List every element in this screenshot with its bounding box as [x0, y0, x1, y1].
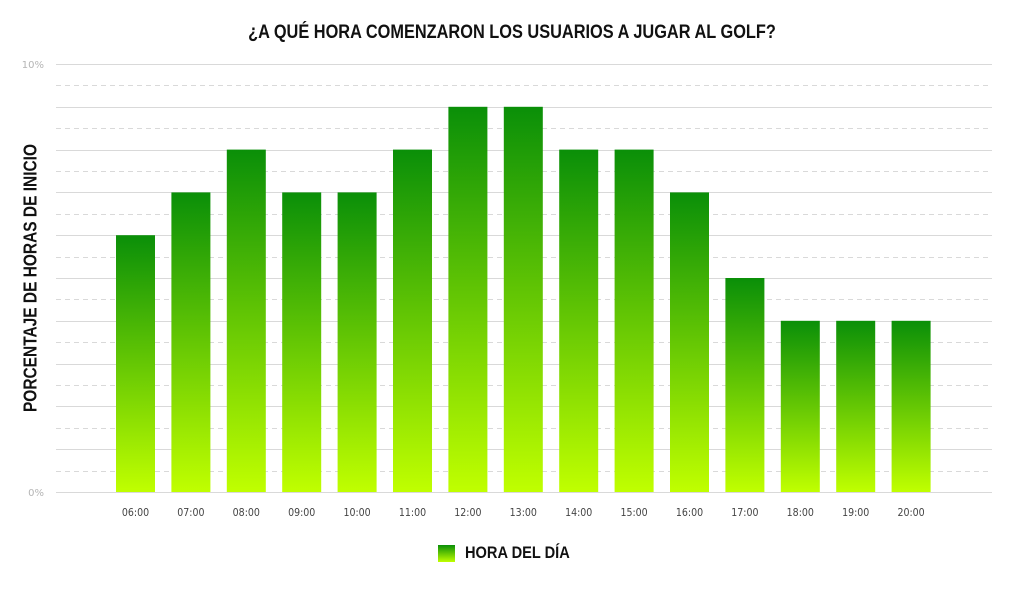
x-tick-label: 15:00: [620, 507, 647, 519]
x-tick-label: 17:00: [731, 507, 758, 519]
x-tick-label: 10:00: [343, 507, 370, 519]
bar-1300: [503, 106, 543, 493]
bar-2000: [891, 320, 931, 492]
bar-1100: [393, 149, 432, 492]
bar-1200: [448, 106, 488, 493]
x-tick-label: 08:00: [233, 507, 260, 519]
legend-swatch: [437, 544, 455, 562]
bar-0700: [171, 192, 211, 492]
y-tick-labels: 0% 10%: [22, 60, 44, 499]
y-tick-label: 0%: [28, 488, 44, 499]
bars: [116, 106, 931, 493]
x-tick-label: 13:00: [510, 507, 537, 519]
legend-label: HORA DEL DÍA: [464, 543, 570, 562]
x-tick-label: 09:00: [288, 507, 315, 519]
x-tick-label: 07:00: [177, 507, 204, 519]
legend: HORA DEL DÍA: [0, 543, 1024, 563]
x-tick-label: 18:00: [787, 507, 814, 519]
x-tick-label: 14:00: [565, 507, 592, 519]
x-tick-label: 11:00: [399, 507, 426, 519]
y-tick-label: 10%: [22, 60, 44, 71]
x-tick-label: 20:00: [897, 507, 924, 519]
bar-1700: [725, 278, 765, 492]
x-tick-labels: 06:00 07:00 08:00 09:00 10:00 11:00 12:00 13:00…: [122, 507, 925, 519]
x-tick-label: 19:00: [842, 507, 869, 519]
bar-1900: [836, 320, 876, 492]
bar-1000: [337, 192, 377, 492]
x-tick-label: 16:00: [676, 507, 703, 519]
bar-1600: [670, 192, 709, 492]
bar-0900: [282, 192, 322, 492]
bar-0600: [116, 235, 155, 492]
bar-1500: [614, 149, 654, 492]
bar-1400: [559, 149, 599, 492]
x-tick-label: 12:00: [454, 507, 481, 519]
bar-1800: [780, 320, 820, 492]
bar-0800: [226, 149, 266, 492]
x-tick-label: 06:00: [122, 507, 149, 519]
chart-title: ¿A QUÉ HORA COMENZARON LOS USUARIOS A JU…: [248, 22, 776, 43]
